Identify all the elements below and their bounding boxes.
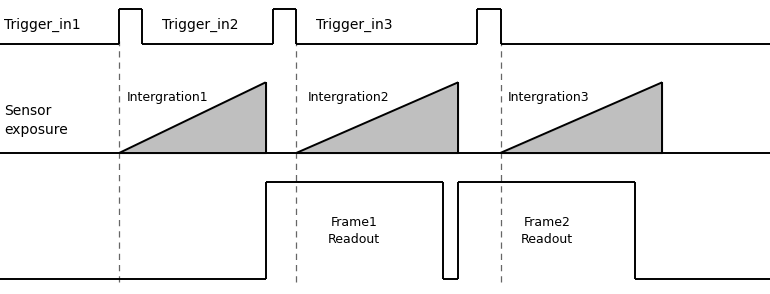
Text: Intergration3: Intergration3 [508, 91, 590, 104]
Text: Trigger_in2: Trigger_in2 [162, 18, 238, 32]
Polygon shape [500, 82, 662, 153]
Text: Frame2
Readout: Frame2 Readout [521, 216, 573, 246]
Text: Trigger_in3: Trigger_in3 [316, 18, 392, 32]
Polygon shape [296, 82, 458, 153]
Polygon shape [119, 82, 266, 153]
Text: Sensor
exposure: Sensor exposure [4, 104, 68, 137]
Text: Intergration1: Intergration1 [127, 91, 209, 104]
Text: Frame1
Readout: Frame1 Readout [328, 216, 380, 246]
Text: Trigger_in1: Trigger_in1 [4, 18, 81, 32]
Text: Intergration2: Intergration2 [308, 91, 390, 104]
